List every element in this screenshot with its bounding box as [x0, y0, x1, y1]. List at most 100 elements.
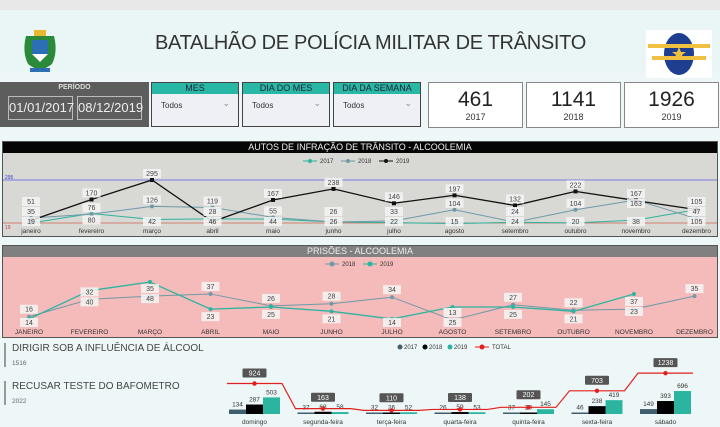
data-label: 25 — [449, 320, 457, 327]
data-label-bg — [504, 292, 522, 302]
data-label-bg — [82, 188, 101, 198]
legend-marker — [384, 159, 388, 163]
data-label: 16 — [25, 307, 33, 314]
day-of-month-dropdown[interactable]: DIA DO MES Todos ⌄ — [242, 82, 330, 127]
data-label-bg — [324, 177, 343, 187]
data-label: 23 — [207, 314, 215, 321]
bar-2017 — [229, 409, 246, 414]
bar-2019 — [331, 412, 349, 414]
x-tick-label: abril — [206, 228, 219, 235]
bar-2019 — [400, 412, 417, 414]
legend-label-2018: 2018 — [358, 159, 372, 165]
kpi-year: 2019 — [661, 112, 682, 122]
data-point — [573, 207, 578, 212]
bar-value-label: 26 — [439, 405, 447, 412]
x-tick-label: DEZEMBRO — [676, 329, 713, 336]
data-label: 295 — [146, 171, 158, 178]
data-label: 48 — [146, 296, 154, 303]
data-point — [392, 201, 396, 206]
stat-value: 1516 — [12, 360, 27, 367]
weekday-dropdown[interactable]: DIA DA SEMANA Todos ⌄ — [333, 82, 421, 127]
data-label-bg — [685, 284, 704, 294]
data-label-bg — [445, 198, 464, 208]
data-label: 32 — [86, 289, 94, 296]
total-label-bg — [585, 375, 609, 385]
x-tick-label: outubro — [564, 228, 586, 235]
kpi-year: 2017 — [465, 112, 486, 122]
data-label-bg — [564, 298, 583, 308]
x-tick-label: maio — [266, 228, 280, 235]
data-point — [513, 203, 517, 208]
data-label: 51 — [27, 199, 35, 206]
bar-2019 — [605, 400, 623, 414]
data-point — [89, 212, 94, 217]
stat-drunk-driving: DIRIGIR SOB A INFLUÊNCIA DE ÁLCOOL 1516 — [4, 343, 204, 367]
data-label: 126 — [146, 197, 158, 204]
start-date-input[interactable]: 01/01/2017 — [8, 96, 74, 120]
total-value-label: 1238 — [658, 360, 674, 367]
data-point — [452, 193, 457, 198]
bar-value-label: 58 — [336, 404, 344, 411]
end-date-input[interactable]: 08/12/2019 — [77, 96, 143, 120]
max-reference-label: 295 — [5, 175, 14, 181]
kpi-value: 1141 — [550, 88, 597, 111]
data-label: 38 — [632, 219, 640, 226]
x-tick-label: dezembro — [682, 228, 711, 235]
data-label: 76 — [88, 205, 96, 212]
bar-2017 — [640, 409, 657, 414]
data-point — [511, 304, 515, 309]
data-label: 35 — [27, 209, 35, 216]
data-point — [692, 294, 697, 299]
data-label-bg — [445, 217, 464, 226]
bptran-badge-logo — [646, 30, 712, 78]
data-label-bg — [385, 192, 403, 202]
bar-value-label: 419 — [609, 392, 620, 399]
data-label-bg — [506, 217, 524, 226]
state-coat-of-arms-logo — [24, 30, 56, 72]
data-label: 55 — [269, 208, 277, 215]
infractions-line-chart: 295 19 51 35 19 170 76 80 295 126 42 119 28 46 167 55 44… — [3, 159, 717, 235]
data-label: 19 — [27, 219, 35, 226]
bar-2018 — [383, 412, 400, 414]
page-title: BATALHÃO DE POLÍCIA MILITAR DE TRÂNSITO — [155, 32, 586, 54]
bar-2017 — [503, 412, 520, 414]
data-label: 25 — [267, 312, 275, 319]
kpi-year: 2018 — [563, 112, 584, 122]
x-tick-label: fevereiro — [79, 228, 105, 235]
data-label: 26 — [330, 209, 338, 216]
data-label: 21 — [328, 316, 336, 323]
bar-2017 — [571, 412, 589, 414]
x-tick-label: segunda-feira — [303, 419, 343, 426]
total-value-label: 163 — [317, 395, 329, 402]
x-tick-label: JANEIRO — [15, 329, 43, 336]
total-label-bg — [653, 358, 678, 368]
data-label: 22 — [570, 300, 578, 307]
month-dropdown[interactable]: MES Todos ⌄ — [151, 82, 239, 127]
data-label: 14 — [25, 320, 33, 327]
legend-marker — [346, 159, 350, 163]
total-point — [663, 370, 668, 376]
data-label: 167 — [630, 191, 642, 198]
data-label-bg — [687, 217, 706, 226]
total-value-label: 138 — [454, 395, 466, 402]
data-label-bg — [201, 281, 220, 291]
legend-marker — [308, 159, 312, 163]
data-label-bg — [20, 304, 38, 314]
total-label-bg — [242, 368, 267, 378]
data-point — [390, 295, 394, 300]
data-label-bg — [625, 296, 643, 306]
series-line-2018 — [28, 293, 695, 321]
bar-2018 — [451, 412, 469, 414]
kpi-value: 1926 — [648, 88, 695, 111]
data-label-bg — [627, 188, 645, 198]
legend-marker — [329, 261, 335, 267]
data-label: 26 — [330, 219, 338, 226]
kpi-card-2017: 461 2017 — [428, 82, 523, 128]
month-dropdown-value: Todos — [161, 101, 183, 110]
data-label-bg — [443, 318, 462, 327]
data-label-bg — [80, 287, 99, 297]
data-point — [148, 280, 152, 284]
data-label: 44 — [269, 219, 277, 226]
bar-2019 — [537, 409, 554, 414]
data-point — [150, 178, 154, 182]
